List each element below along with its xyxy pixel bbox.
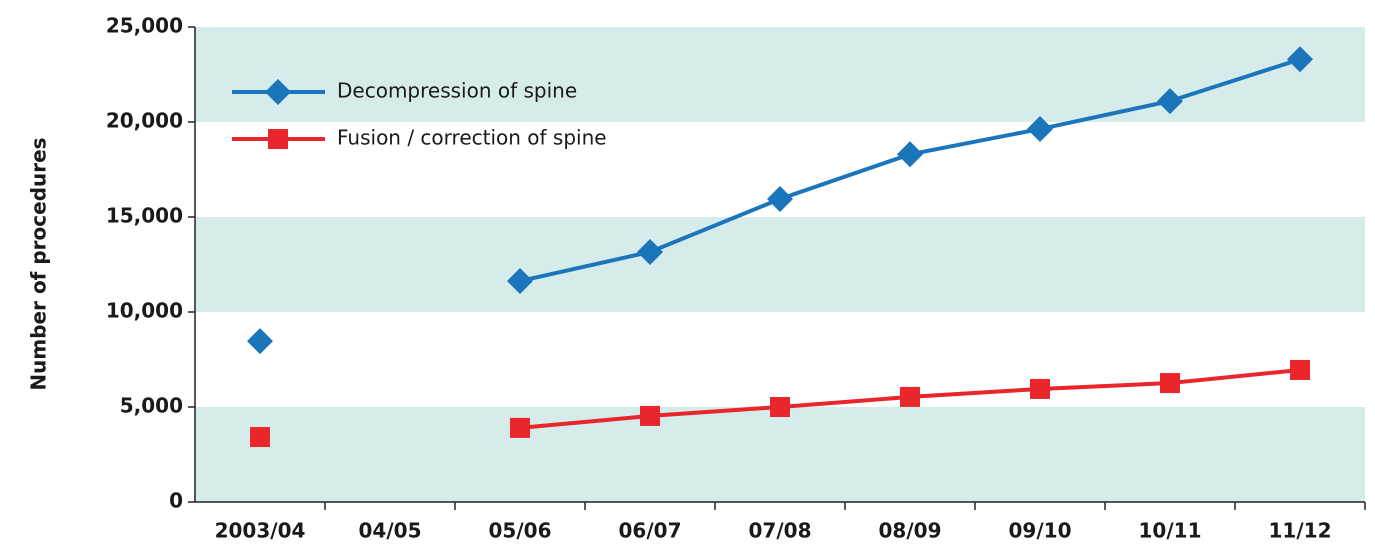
grid-band <box>195 27 1365 122</box>
point <box>507 268 533 295</box>
point <box>1027 116 1053 143</box>
point <box>1287 46 1313 73</box>
point <box>250 427 270 448</box>
x-tick-label: 04/05 <box>359 519 422 543</box>
y-tick-label: 15,000 <box>106 204 183 228</box>
x-tick-label: 05/06 <box>489 519 552 543</box>
grid-band <box>195 407 1365 502</box>
point <box>637 238 663 265</box>
x-tick-label: 10/11 <box>1139 519 1202 543</box>
x-tick-label: 08/09 <box>879 519 942 543</box>
x-tick-label: 11/12 <box>1269 519 1332 543</box>
point <box>770 397 790 417</box>
point <box>1160 373 1180 394</box>
legend-marker <box>265 79 291 105</box>
point <box>767 185 793 212</box>
legend-label: Decompression of spine <box>337 79 577 103</box>
grid-band <box>195 217 1365 312</box>
point <box>510 417 530 438</box>
point <box>897 141 923 168</box>
y-tick-label: 0 <box>169 489 183 513</box>
x-tick-label: 09/10 <box>1009 519 1072 543</box>
x-tick-label: 07/08 <box>749 519 812 543</box>
point <box>1157 88 1183 115</box>
legend-label: Fusion / correction of spine <box>337 126 607 150</box>
x-tick-label: 06/07 <box>619 519 682 543</box>
point <box>247 328 273 355</box>
point <box>900 386 920 407</box>
legend-marker <box>268 129 288 149</box>
point <box>640 405 660 426</box>
y-axis-label: Number of procedures <box>27 137 51 390</box>
x-tick-label: 2003/04 <box>215 519 306 543</box>
point <box>1290 359 1310 380</box>
y-tick-label: 5,000 <box>120 394 183 418</box>
y-tick-label: 20,000 <box>106 109 183 133</box>
y-tick-label: 10,000 <box>106 299 183 323</box>
y-tick-label: 25,000 <box>106 14 183 38</box>
point <box>1030 378 1050 399</box>
